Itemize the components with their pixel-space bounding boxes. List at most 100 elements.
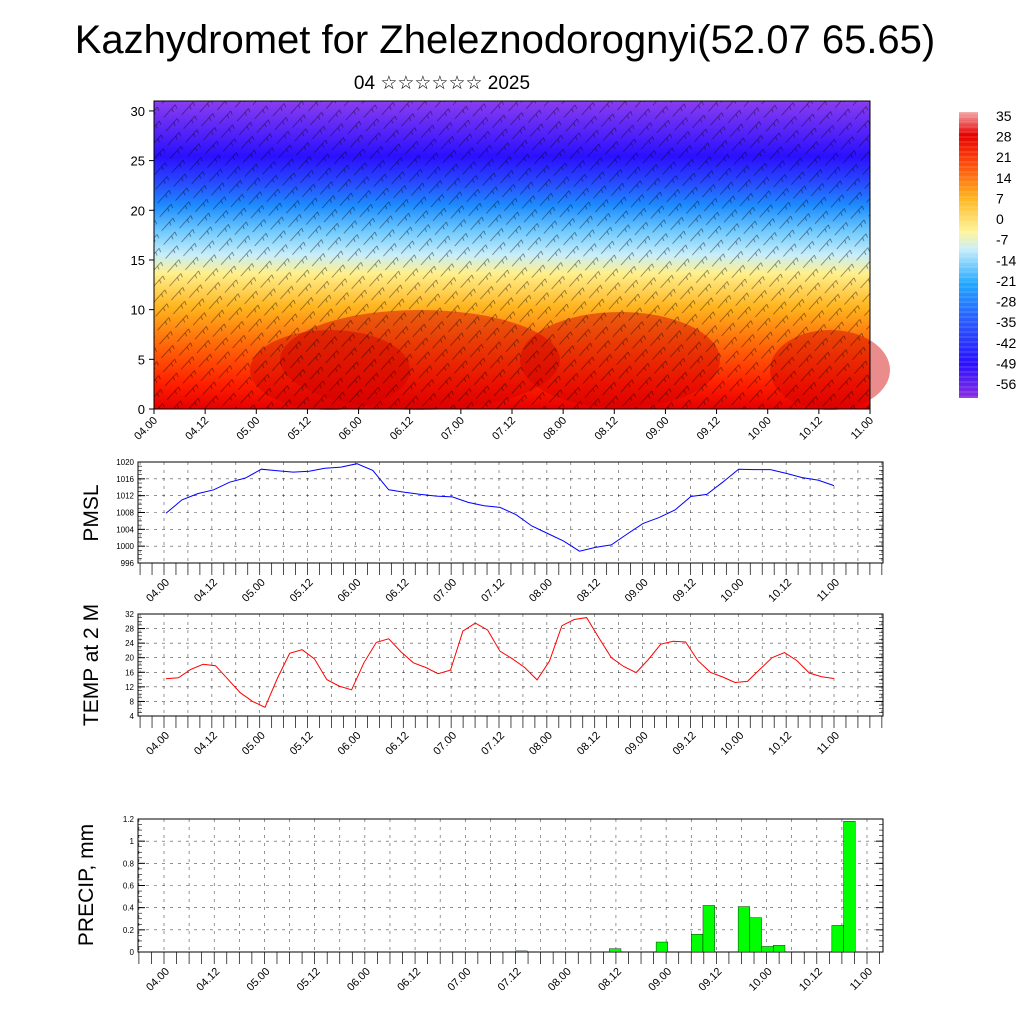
x-tick-label: 08.12 [592, 415, 620, 443]
x-tick-label: 06.00 [336, 730, 364, 758]
x-tick-label: 04.12 [194, 966, 222, 994]
x-tick-label: 07.12 [496, 966, 524, 994]
precip-panel: 0 0.2 0.4 0.6 0.8 1 1.2 04.00 04.12 05.00 05.12 06.… [75, 815, 884, 994]
x-tick-label: 09.00 [623, 730, 651, 758]
y-tick-label: 1016 [116, 475, 134, 484]
y-tick-label: 0.4 [123, 904, 135, 913]
x-tick-label: 05.00 [240, 577, 268, 605]
colorbar-label: 21 [996, 149, 1012, 165]
x-tick-label: 05.00 [245, 966, 273, 994]
x-tick-label: 04.00 [144, 730, 172, 758]
x-tick-label: 07.12 [479, 730, 507, 758]
x-tick-label: 08.12 [575, 730, 603, 758]
precip-bar [773, 945, 786, 953]
x-tick-label: 07.00 [445, 966, 473, 994]
temp-panel: 4 8 12 16 20 24 28 32 04.00 04.12 05.00 05.12 06.00 0… [80, 604, 884, 758]
x-tick-label: 08.00 [546, 966, 574, 994]
x-tick-label: 09.00 [644, 415, 672, 443]
y-tick-label: 12 [125, 683, 134, 692]
precip-bar [843, 821, 856, 953]
precip-bar [691, 934, 704, 953]
y-tick-label: 1020 [116, 458, 134, 467]
x-tick-label: 09.00 [623, 577, 651, 605]
y-tick-label: 28 [125, 625, 134, 634]
x-tick-label: 05.00 [240, 730, 268, 758]
x-tick-label: 10.12 [797, 415, 825, 443]
x-tick-label: 05.12 [286, 415, 314, 443]
colorbar-label: 14 [996, 170, 1012, 186]
x-tick-label: 08.12 [575, 577, 603, 605]
y-tick-label: 20 [131, 203, 145, 218]
x-tick-label: 06.00 [336, 577, 364, 605]
wind-barbs [154, 101, 870, 409]
x-tick-label: 09.12 [671, 730, 699, 758]
x-tick-label: 10.00 [718, 577, 746, 605]
pmsl-panel: 996 1000 1004 1008 1012 1016 1020 04.00 04.12 05.… [80, 458, 884, 605]
x-tick-label: 05.12 [288, 730, 316, 758]
y-tick-label: 1.2 [123, 815, 135, 824]
plot-frame [137, 613, 884, 717]
precip-bar [515, 950, 528, 953]
precip-bar [609, 948, 622, 953]
y-tick-label: 1012 [116, 492, 134, 501]
x-tick-label: 08.00 [541, 415, 569, 443]
precip-bar [655, 941, 669, 953]
colorbar-label: -35 [996, 314, 1016, 330]
y-tick-label: 1004 [116, 525, 134, 534]
x-tick-label: 10.00 [747, 966, 775, 994]
x-tick-label: 10.00 [718, 730, 746, 758]
x-tick-label: 06.12 [383, 577, 411, 605]
y-tick-label: 996 [121, 559, 135, 568]
y-tick-label: 32 [125, 610, 134, 619]
y-tick-label: 16 [125, 668, 134, 677]
precip-bar [831, 925, 844, 953]
x-tick-label: 04.00 [144, 577, 172, 605]
x-tick-label: 10.12 [797, 966, 825, 994]
colorbar-label: -49 [996, 355, 1016, 371]
y-tick-label: 30 [131, 104, 145, 119]
x-tick-label: 08.12 [596, 966, 624, 994]
colorbar-ramp [959, 112, 978, 398]
y-tick-label: 0.6 [123, 882, 135, 891]
colorbar-label: -56 [996, 376, 1016, 392]
y-axis-title: TEMP at 2 M [80, 604, 103, 726]
x-tick-label: 05.12 [288, 577, 316, 605]
x-tick-label: 05.00 [234, 415, 262, 443]
x-tick-label: 04.00 [132, 415, 160, 443]
precip-bar [702, 905, 715, 953]
x-tick-label: 06.00 [337, 415, 365, 443]
x-tick-label: 08.00 [527, 577, 555, 605]
y-tick-label: 15 [131, 253, 145, 268]
x-tick-label: 04.12 [192, 577, 220, 605]
y-axis-title: PMSL [80, 484, 103, 541]
chart-title: Kazhydromet for Zheleznodorognyi(52.07 6… [74, 18, 936, 62]
y-tick-label: 1008 [116, 509, 134, 518]
x-tick-label: 11.00 [848, 966, 875, 993]
x-tick-label: 09.12 [671, 577, 699, 605]
y-tick-label: 4 [130, 712, 135, 721]
precip-bar [749, 917, 762, 953]
x-tick-label: 09.00 [646, 966, 674, 994]
precip-bar [761, 946, 774, 953]
colorbar-label: 7 [996, 190, 1004, 206]
colorbar-label: -28 [996, 294, 1016, 310]
series-line [165, 617, 835, 708]
x-tick-label: 07.00 [431, 730, 459, 758]
x-tick-label: 04.12 [183, 415, 211, 443]
y-axis-title: PRECIP, mm [75, 824, 98, 946]
y-tick-label: 8 [130, 697, 135, 706]
x-tick-label: 04.00 [144, 966, 172, 994]
x-tick-label: 07.00 [431, 577, 459, 605]
colorbar-label: -21 [996, 273, 1016, 289]
x-tick-label: 09.12 [695, 415, 723, 443]
chart-subtitle: 04 ☆☆☆☆☆☆ 2025 [353, 73, 531, 94]
precip-bar [737, 906, 751, 953]
colorbar-label: -14 [996, 252, 1016, 268]
x-tick-label: 08.00 [527, 730, 555, 758]
x-tick-label: 07.12 [490, 415, 518, 443]
colorbar-label: -7 [996, 232, 1009, 248]
y-tick-label: 20 [125, 654, 134, 663]
x-tick-label: 11.00 [849, 415, 876, 442]
y-tick-label: 25 [131, 154, 145, 169]
x-tick-label: 11.00 [815, 730, 842, 757]
